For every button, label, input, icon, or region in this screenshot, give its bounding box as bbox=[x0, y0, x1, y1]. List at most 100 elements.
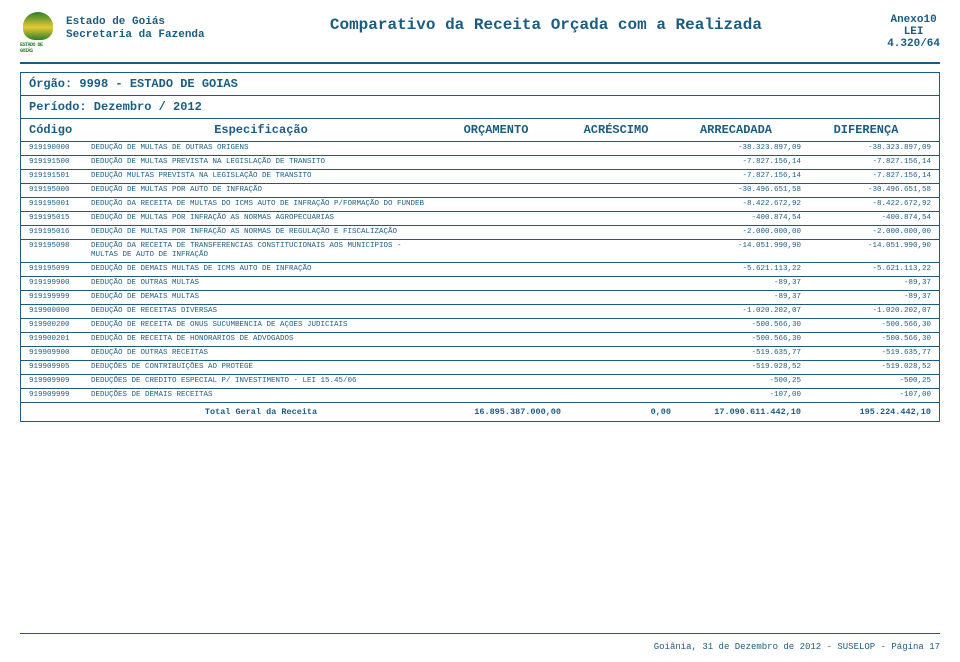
cell-dif: -38.323.897,09 bbox=[801, 144, 931, 152]
cell-codigo: 919195001 bbox=[29, 200, 91, 208]
page-container: ESTADO DE GOIÁS Estado de Goiás Secretar… bbox=[0, 0, 960, 434]
cell-arr: -89,37 bbox=[671, 293, 801, 301]
cell-codigo: 919191501 bbox=[29, 172, 91, 180]
report-box: Órgão: 9998 - ESTADO DE GOIAS Período: D… bbox=[20, 72, 940, 422]
total-dif: 195.224.442,10 bbox=[801, 407, 931, 417]
table-row: 919199999DEDUÇÃO DE DEMAIS MULTAS -89,37-… bbox=[21, 290, 939, 304]
cell-arr: -519.635,77 bbox=[671, 349, 801, 357]
crest-shield-icon bbox=[23, 12, 53, 40]
cell-espec: DEDUÇÃO DE RECEITA DE HONORARIOS DE ADVO… bbox=[91, 335, 431, 344]
total-empty bbox=[29, 407, 91, 417]
cell-codigo: 919199900 bbox=[29, 279, 91, 287]
col-orcamento: ORÇAMENTO bbox=[431, 123, 561, 137]
header-left: ESTADO DE GOIÁS Estado de Goiás Secretar… bbox=[20, 12, 205, 54]
cell-dif: -2.000.000,00 bbox=[801, 228, 931, 236]
total-arr: 17.090.611.442,10 bbox=[671, 407, 801, 417]
table-row: 919195015DEDUÇÃO DE MULTAS POR INFRAÇÃO … bbox=[21, 211, 939, 225]
cell-espec: DEDUÇÃO DE OUTRAS MULTAS bbox=[91, 279, 431, 288]
cell-espec: DEDUÇÃO DE MULTAS PREVISTA NA LEGISLAÇÃO… bbox=[91, 158, 431, 167]
cell-arr: -8.422.672,92 bbox=[671, 200, 801, 208]
cell-espec: DEDUÇÃO DE DEMAIS MULTAS DE ICMS AUTO DE… bbox=[91, 265, 431, 274]
table-row: 919195001DEDUÇÃO DA RECEITA DE MULTAS DO… bbox=[21, 197, 939, 211]
cell-codigo: 919909999 bbox=[29, 391, 91, 399]
table-row: 919195098DEDUÇÃO DA RECEITA DE TRANSFERE… bbox=[21, 239, 939, 262]
org-line-1: Estado de Goiás bbox=[66, 16, 205, 29]
table-row: 919909905DEDUÇÕES DE CONTRIBUIÇÕES AO PR… bbox=[21, 360, 939, 374]
total-label: Total Geral da Receita bbox=[91, 407, 431, 417]
cell-dif: -519.028,52 bbox=[801, 363, 931, 371]
col-especificacao: Especificação bbox=[91, 123, 431, 137]
cell-arr: -107,00 bbox=[671, 391, 801, 399]
cell-arr: -500,25 bbox=[671, 377, 801, 385]
table-row: 919909909DEDUÇÕES DE CREDITO ESPECIAL P/… bbox=[21, 374, 939, 388]
col-arrecadada: ARRECADADA bbox=[671, 123, 801, 137]
cell-arr: -7.827.156,14 bbox=[671, 158, 801, 166]
table-row: 919909999DEDUÇÕES DE DEMAIS RECEITAS -107… bbox=[21, 388, 939, 402]
cell-dif: -400.874,54 bbox=[801, 214, 931, 222]
cell-dif: -89,37 bbox=[801, 293, 931, 301]
cell-codigo: 919191500 bbox=[29, 158, 91, 166]
state-crest-icon: ESTADO DE GOIÁS bbox=[20, 12, 56, 54]
cell-dif: -8.422.672,92 bbox=[801, 200, 931, 208]
crest-label: ESTADO DE GOIÁS bbox=[20, 42, 56, 54]
cell-codigo: 919900000 bbox=[29, 307, 91, 315]
anexo-block: Anexo10 LEI 4.320/64 bbox=[887, 14, 940, 50]
cell-espec: DEDUÇÃO DA RECEITA DE MULTAS DO ICMS AUT… bbox=[91, 200, 431, 209]
cell-dif: -500,25 bbox=[801, 377, 931, 385]
cell-dif: -30.496.651,58 bbox=[801, 186, 931, 194]
cell-arr: -400.874,54 bbox=[671, 214, 801, 222]
cell-codigo: 919909900 bbox=[29, 349, 91, 357]
cell-espec: DEDUÇÕES DE DEMAIS RECEITAS bbox=[91, 391, 431, 400]
table-row: 919909900DEDUÇÃO DE OUTRAS RECEITAS -519.… bbox=[21, 346, 939, 360]
anexo-line-3: 4.320/64 bbox=[887, 38, 940, 50]
cell-dif: -89,37 bbox=[801, 279, 931, 287]
cell-codigo: 919190000 bbox=[29, 144, 91, 152]
cell-arr: -500.566,30 bbox=[671, 321, 801, 329]
total-orc: 16.895.387.000,00 bbox=[431, 407, 561, 417]
table-row: 919195000DEDUÇÃO DE MULTAS POR AUTO DE I… bbox=[21, 183, 939, 197]
cell-codigo: 919199999 bbox=[29, 293, 91, 301]
cell-espec: DEDUÇÃO DE RECEITA DE ONUS SUCUMBENCIA D… bbox=[91, 321, 431, 330]
cell-codigo: 919195099 bbox=[29, 265, 91, 273]
table-row: 919195099DEDUÇÃO DE DEMAIS MULTAS DE ICM… bbox=[21, 262, 939, 276]
report-title: Comparativo da Receita Orçada com a Real… bbox=[205, 16, 888, 34]
table-row: 919900200DEDUÇÃO DE RECEITA DE ONUS SUCU… bbox=[21, 318, 939, 332]
cell-dif: -107,00 bbox=[801, 391, 931, 399]
col-diferenca: DIFERENÇA bbox=[801, 123, 931, 137]
periodo-row: Período: Dezembro / 2012 bbox=[21, 96, 939, 119]
table-row: 919900201DEDUÇÃO DE RECEITA DE HONORARIO… bbox=[21, 332, 939, 346]
cell-espec: DEDUÇÃO DE RECEITAS DIVERSAS bbox=[91, 307, 431, 316]
table-row: 919191501DEDUÇÃO MULTAS PREVISTA NA LEGI… bbox=[21, 169, 939, 183]
column-headers: Código Especificação ORÇAMENTO ACRÉSCIMO… bbox=[21, 119, 939, 141]
cell-dif: -14.051.990,90 bbox=[801, 242, 931, 250]
cell-espec: DEDUÇÃO DA RECEITA DE TRANSFERENCIAS CON… bbox=[91, 242, 431, 260]
cell-espec: DEDUÇÃO DE MULTAS POR INFRAÇÃO AS NORMAS… bbox=[91, 214, 431, 223]
data-rows: 919190000DEDUÇÃO DE MULTAS DE OUTRAS ORI… bbox=[21, 141, 939, 402]
anexo-line-2: LEI bbox=[887, 26, 940, 38]
cell-arr: -14.051.990,90 bbox=[671, 242, 801, 250]
cell-codigo: 919909909 bbox=[29, 377, 91, 385]
table-row: 919195016DEDUÇÃO DE MULTAS POR INFRAÇÃO … bbox=[21, 225, 939, 239]
cell-codigo: 919900200 bbox=[29, 321, 91, 329]
cell-dif: -7.827.156,14 bbox=[801, 172, 931, 180]
cell-espec: DEDUÇÃO DE OUTRAS RECEITAS bbox=[91, 349, 431, 358]
cell-dif: -5.621.113,22 bbox=[801, 265, 931, 273]
cell-espec: DEDUÇÃO DE MULTAS POR AUTO DE INFRAÇÃO bbox=[91, 186, 431, 195]
table-row: 919190000DEDUÇÃO DE MULTAS DE OUTRAS ORI… bbox=[21, 141, 939, 155]
cell-arr: -38.323.897,09 bbox=[671, 144, 801, 152]
cell-espec: DEDUÇÕES DE CREDITO ESPECIAL P/ INVESTIM… bbox=[91, 377, 431, 386]
cell-espec: DEDUÇÃO DE DEMAIS MULTAS bbox=[91, 293, 431, 302]
cell-codigo: 919195015 bbox=[29, 214, 91, 222]
col-acrescimo: ACRÉSCIMO bbox=[561, 123, 671, 137]
cell-arr: -519.028,52 bbox=[671, 363, 801, 371]
cell-arr: -500.566,30 bbox=[671, 335, 801, 343]
cell-codigo: 919195098 bbox=[29, 242, 91, 250]
total-acr: 0,00 bbox=[561, 407, 671, 417]
cell-dif: -519.635,77 bbox=[801, 349, 931, 357]
orgao-row: Órgão: 9998 - ESTADO DE GOIAS bbox=[21, 73, 939, 96]
cell-espec: DEDUÇÃO DE MULTAS POR INFRAÇÃO AS NORMAS… bbox=[91, 228, 431, 237]
cell-arr: -2.000.000,00 bbox=[671, 228, 801, 236]
col-codigo: Código bbox=[29, 123, 91, 137]
cell-arr: -5.621.113,22 bbox=[671, 265, 801, 273]
table-row: 919191500DEDUÇÃO DE MULTAS PREVISTA NA L… bbox=[21, 155, 939, 169]
